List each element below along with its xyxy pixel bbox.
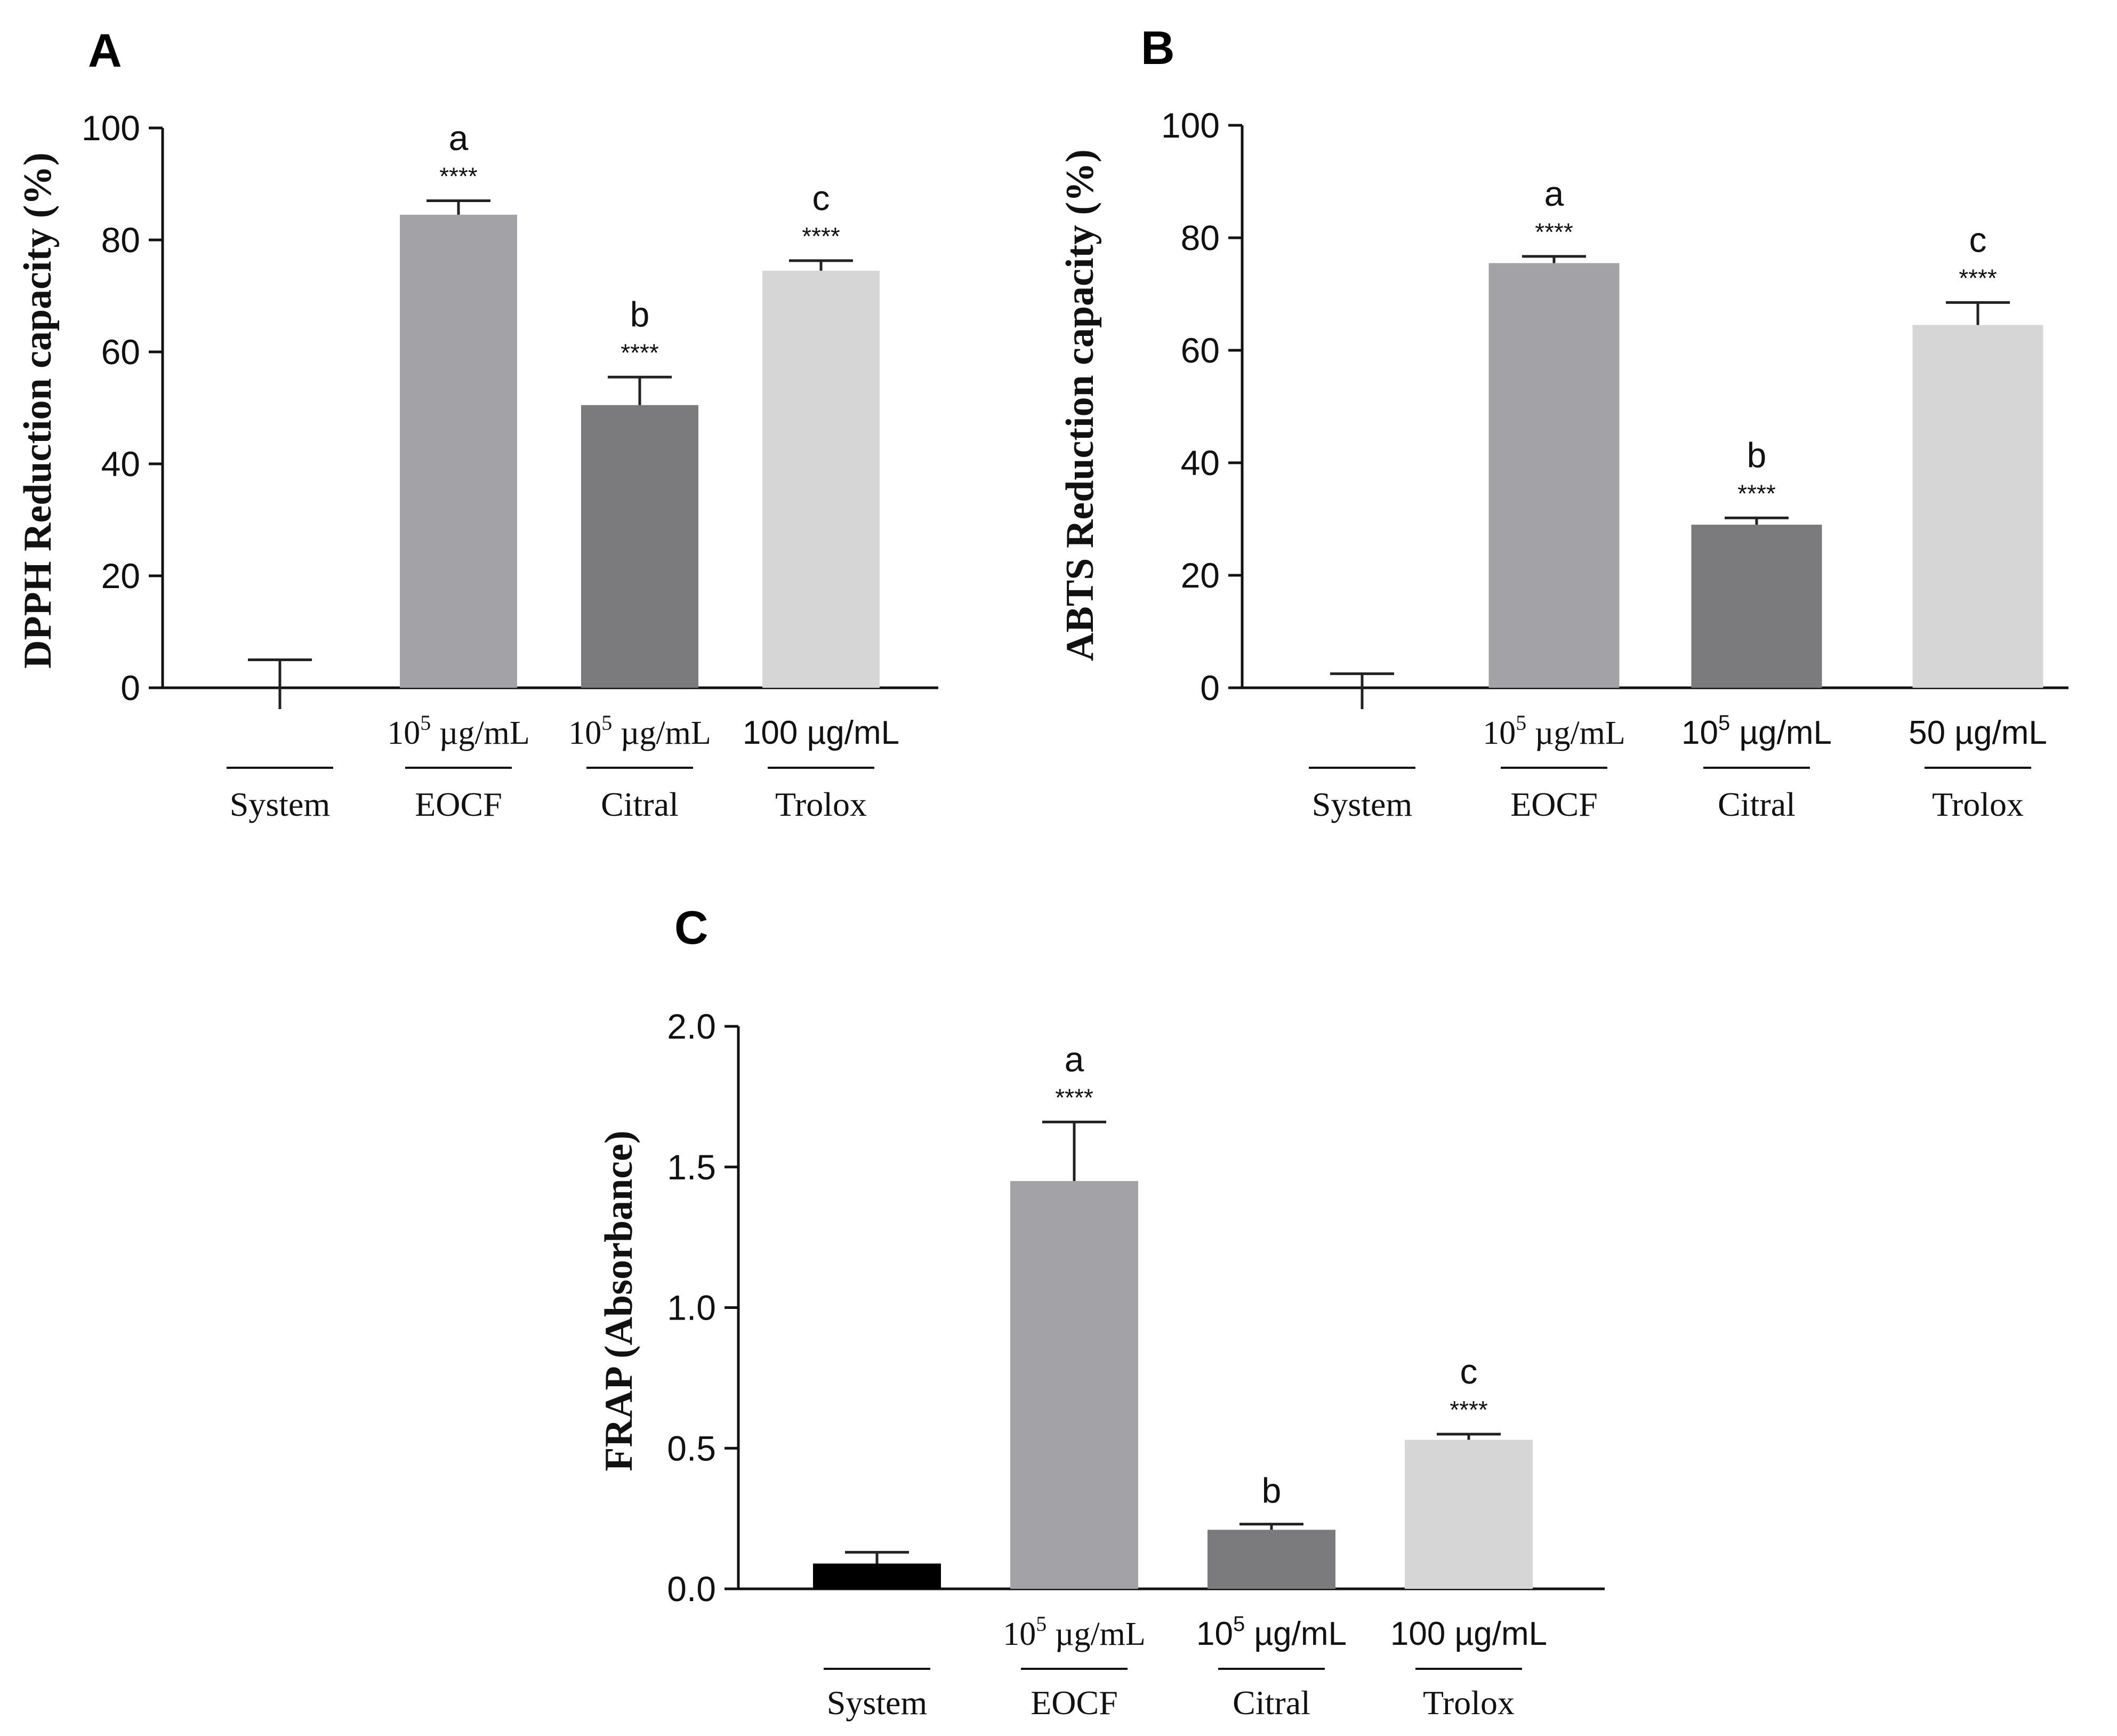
y-tick-label: 1.0 — [667, 1288, 716, 1328]
panel-b-bar-chart: B 0 20 40 60 80 100 ABTS Reduction capacity (%)… — [1058, 21, 2068, 823]
category-label: System — [1312, 785, 1412, 823]
group-letter: b — [1747, 435, 1767, 475]
category-label: Trolox — [1423, 1684, 1515, 1722]
panel-letter: B — [1141, 21, 1175, 74]
bar-system — [813, 1563, 941, 1589]
category-label: Trolox — [775, 785, 867, 823]
y-tick-label: 40 — [101, 444, 140, 484]
y-axis-label: DPPH Reduction capacity (%) — [16, 152, 60, 669]
y-tick-label: 40 — [1181, 443, 1220, 483]
significance-stars: **** — [802, 222, 840, 250]
group-letter: c — [1969, 220, 1987, 259]
bar-eocf — [1010, 1181, 1138, 1589]
group-letter: a — [1544, 174, 1564, 213]
significance-stars: **** — [1959, 264, 1997, 292]
y-tick-label: 0.5 — [667, 1428, 716, 1468]
panel-letter: C — [674, 901, 709, 954]
category-label: EOCF — [415, 785, 502, 823]
significance-stars: **** — [1535, 218, 1573, 246]
y-tick-label: 0 — [1200, 668, 1220, 708]
group-letter: a — [1065, 1039, 1084, 1079]
concentration-label: 105 µg/mL — [1196, 1612, 1347, 1652]
y-tick-label: 2.0 — [667, 1007, 716, 1046]
concentration-label: 50 µg/mL — [1909, 714, 2047, 751]
y-axis-label: ABTS Reduction capacity (%) — [1058, 149, 1102, 661]
bar-citral — [1691, 525, 1822, 688]
category-label: Trolox — [1932, 785, 2024, 823]
category-label: EOCF — [1510, 785, 1598, 823]
significance-stars: **** — [1450, 1396, 1488, 1424]
bar-citral — [581, 405, 698, 688]
significance-stars: **** — [439, 163, 478, 190]
category-label: System — [230, 785, 330, 823]
y-tick-label: 20 — [101, 556, 140, 596]
y-tick-label: 0.0 — [667, 1569, 716, 1609]
significance-stars: **** — [621, 339, 659, 366]
concentration-label: 105 µg/mL — [568, 711, 711, 751]
bar-citral — [1208, 1530, 1335, 1589]
concentration-label: 105 µg/mL — [1681, 711, 1832, 751]
group-letter: b — [630, 294, 650, 334]
y-tick-label: 80 — [1181, 218, 1220, 258]
y-axis-label: FRAP (Absorbance) — [597, 1130, 641, 1471]
y-tick-label: 100 — [82, 108, 140, 148]
y-tick-label: 60 — [101, 332, 140, 372]
group-letter: a — [449, 118, 469, 158]
group-letter: c — [1460, 1352, 1478, 1391]
concentration-label: 105 µg/mL — [1483, 711, 1625, 751]
bar-trolox — [1912, 325, 2043, 688]
concentration-label: 100 µg/mL — [743, 714, 899, 751]
category-label: Citral — [1233, 1684, 1310, 1722]
category-label: EOCF — [1031, 1684, 1118, 1722]
significance-stars: **** — [1055, 1083, 1093, 1111]
group-letter: c — [812, 178, 830, 218]
panel-a-bar-chart: A 0 20 40 60 80 100 DPPH Reduction capacity (%)… — [16, 24, 938, 823]
y-tick-label: 60 — [1181, 331, 1220, 370]
bar-eocf — [400, 214, 517, 688]
y-tick-label: 100 — [1161, 106, 1220, 145]
group-letter: b — [1262, 1471, 1282, 1510]
bar-eocf — [1488, 263, 1620, 688]
concentration-label: 105 µg/mL — [387, 711, 530, 751]
concentration-label: 100 µg/mL — [1390, 1616, 1547, 1652]
y-tick-label: 20 — [1181, 556, 1220, 595]
significance-stars: **** — [1737, 479, 1776, 507]
category-label: System — [827, 1684, 927, 1722]
y-tick-label: 1.5 — [667, 1147, 716, 1187]
category-label: Citral — [601, 785, 679, 823]
bar-trolox — [762, 270, 880, 688]
bar-trolox — [1405, 1440, 1533, 1589]
y-tick-label: 0 — [120, 668, 140, 708]
panel-c-bar-chart: C 0.0 0.5 1.0 1.5 2.0 FRAP (Absorbance) System *… — [597, 901, 1605, 1722]
y-tick-label: 80 — [101, 220, 140, 260]
panel-letter: A — [88, 24, 122, 77]
category-label: Citral — [1718, 785, 1796, 823]
concentration-label: 105 µg/mL — [1003, 1612, 1146, 1652]
